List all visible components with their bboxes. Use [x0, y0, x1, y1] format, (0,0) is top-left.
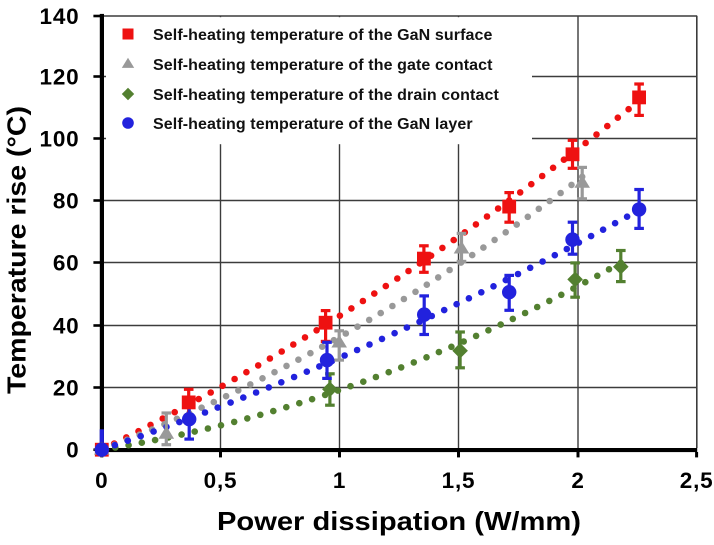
svg-text:100: 100: [40, 127, 80, 152]
svg-text:Self-heating temperature of th: Self-heating temperature of the gate con…: [153, 57, 493, 74]
svg-text:1,5: 1,5: [442, 468, 476, 493]
svg-text:0,5: 0,5: [204, 468, 238, 493]
svg-text:1: 1: [333, 468, 346, 493]
svg-text:140: 140: [40, 4, 80, 29]
svg-text:2,5: 2,5: [680, 468, 714, 493]
svg-text:80: 80: [53, 189, 80, 214]
svg-text:Power dissipation (W/mm): Power dissipation (W/mm): [217, 506, 581, 536]
svg-text:20: 20: [53, 376, 80, 401]
svg-text:120: 120: [40, 65, 80, 90]
svg-text:0: 0: [66, 438, 79, 463]
svg-text:Temperature rise (°C): Temperature rise (°C): [2, 106, 32, 394]
svg-text:Self-heating temperature of th: Self-heating temperature of the GaN surf…: [153, 27, 493, 44]
svg-text:2: 2: [571, 468, 584, 493]
svg-text:0: 0: [95, 468, 108, 493]
svg-text:Self-heating temperature of th: Self-heating temperature of the drain co…: [153, 87, 499, 104]
svg-text:40: 40: [53, 314, 80, 339]
svg-text:60: 60: [53, 251, 80, 276]
svg-text:Self-heating temperature of th: Self-heating temperature of the GaN laye…: [153, 116, 473, 133]
